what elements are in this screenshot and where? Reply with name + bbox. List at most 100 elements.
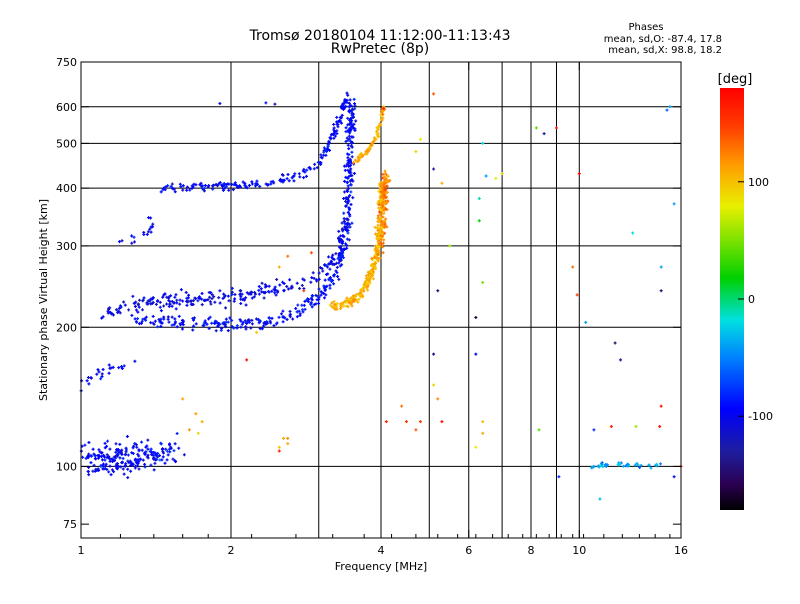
echo-point (345, 246, 349, 250)
colorbar-label: [deg] (718, 72, 753, 87)
echo-point (542, 132, 546, 136)
echo-point (384, 217, 388, 221)
echo-point (381, 231, 385, 235)
echo-point (83, 443, 87, 447)
echo-point (366, 277, 370, 281)
echo-point (332, 306, 336, 310)
echo-point (324, 264, 328, 268)
echo-point (554, 126, 558, 130)
echo-point (328, 303, 332, 307)
echo-point (95, 372, 99, 376)
echo-point (338, 119, 342, 123)
echo-point (290, 286, 294, 290)
echo-point (346, 159, 350, 163)
echo-point (334, 304, 338, 308)
echo-point (174, 293, 178, 297)
echo-point (346, 123, 350, 127)
echo-point (260, 281, 264, 285)
echo-point (156, 325, 160, 329)
echo-point (351, 294, 355, 298)
echo-point (194, 412, 198, 416)
echo-point (343, 190, 347, 194)
echo-point (91, 469, 95, 473)
x-tick-label: 2 (228, 544, 235, 557)
echo-point (218, 301, 222, 305)
echo-point (436, 289, 440, 293)
echo-point (649, 466, 653, 470)
echo-point (92, 463, 96, 467)
echo-point (330, 255, 334, 259)
echo-point (327, 139, 331, 143)
y-tick-label: 100 (56, 460, 77, 473)
echo-point (350, 301, 354, 305)
echo-point (219, 328, 223, 332)
echo-point (343, 106, 347, 110)
echo-point (368, 147, 372, 151)
echo-point (216, 184, 220, 188)
echo-point (335, 129, 339, 133)
echo-point (239, 325, 243, 329)
echo-point (377, 226, 381, 230)
echo-point (302, 278, 306, 282)
echo-point (81, 455, 85, 459)
echo-point (352, 97, 356, 101)
echo-point (250, 290, 254, 294)
echo-point (381, 245, 385, 249)
echo-point (310, 276, 314, 280)
echo-point (96, 456, 100, 460)
echo-point (246, 320, 250, 324)
echo-point (101, 462, 105, 466)
echo-point (598, 464, 602, 468)
echo-point (432, 352, 436, 356)
echo-point (323, 288, 327, 292)
echo-point (125, 435, 129, 439)
y-tick-label: 300 (56, 240, 77, 253)
echo-point (349, 190, 353, 194)
echo-point (111, 365, 115, 369)
echo-point (254, 317, 258, 321)
echo-point (169, 185, 173, 189)
x-axis-label: Frequency [MHz] (335, 560, 427, 573)
echo-point (178, 182, 182, 186)
echo-point (167, 295, 171, 299)
echo-point (281, 320, 285, 324)
echo-point (329, 136, 333, 140)
echo-point (334, 269, 338, 273)
echo-point (290, 176, 294, 180)
echo-point (153, 319, 157, 323)
echo-point (346, 184, 350, 188)
echo-point (138, 298, 142, 302)
echo-point (184, 290, 188, 294)
echo-point (314, 302, 318, 306)
echo-point (672, 202, 676, 206)
echo-point (208, 295, 212, 299)
echo-point (347, 199, 351, 203)
echo-point (203, 186, 207, 190)
echo-point (448, 244, 452, 248)
echo-point (577, 172, 581, 176)
echo-point (335, 265, 339, 269)
echo-point (133, 240, 137, 244)
echo-point (329, 260, 333, 264)
echo-point (262, 296, 266, 300)
echo-point (136, 464, 140, 468)
echo-point (382, 106, 386, 110)
echo-point (143, 452, 147, 456)
echo-point (146, 299, 150, 303)
echo-point (379, 212, 383, 216)
echo-point (320, 291, 324, 295)
echo-point (107, 455, 111, 459)
echo-point (349, 144, 353, 148)
echo-point (238, 318, 242, 322)
echo-point (286, 254, 290, 258)
echo-point (382, 238, 386, 242)
echo-point (122, 300, 126, 304)
echo-point (132, 235, 136, 239)
echo-point (345, 91, 349, 95)
echo-point (226, 329, 230, 333)
echo-point (166, 315, 170, 319)
echo-point (286, 442, 290, 446)
echo-point (87, 382, 91, 386)
echo-point (322, 292, 326, 296)
